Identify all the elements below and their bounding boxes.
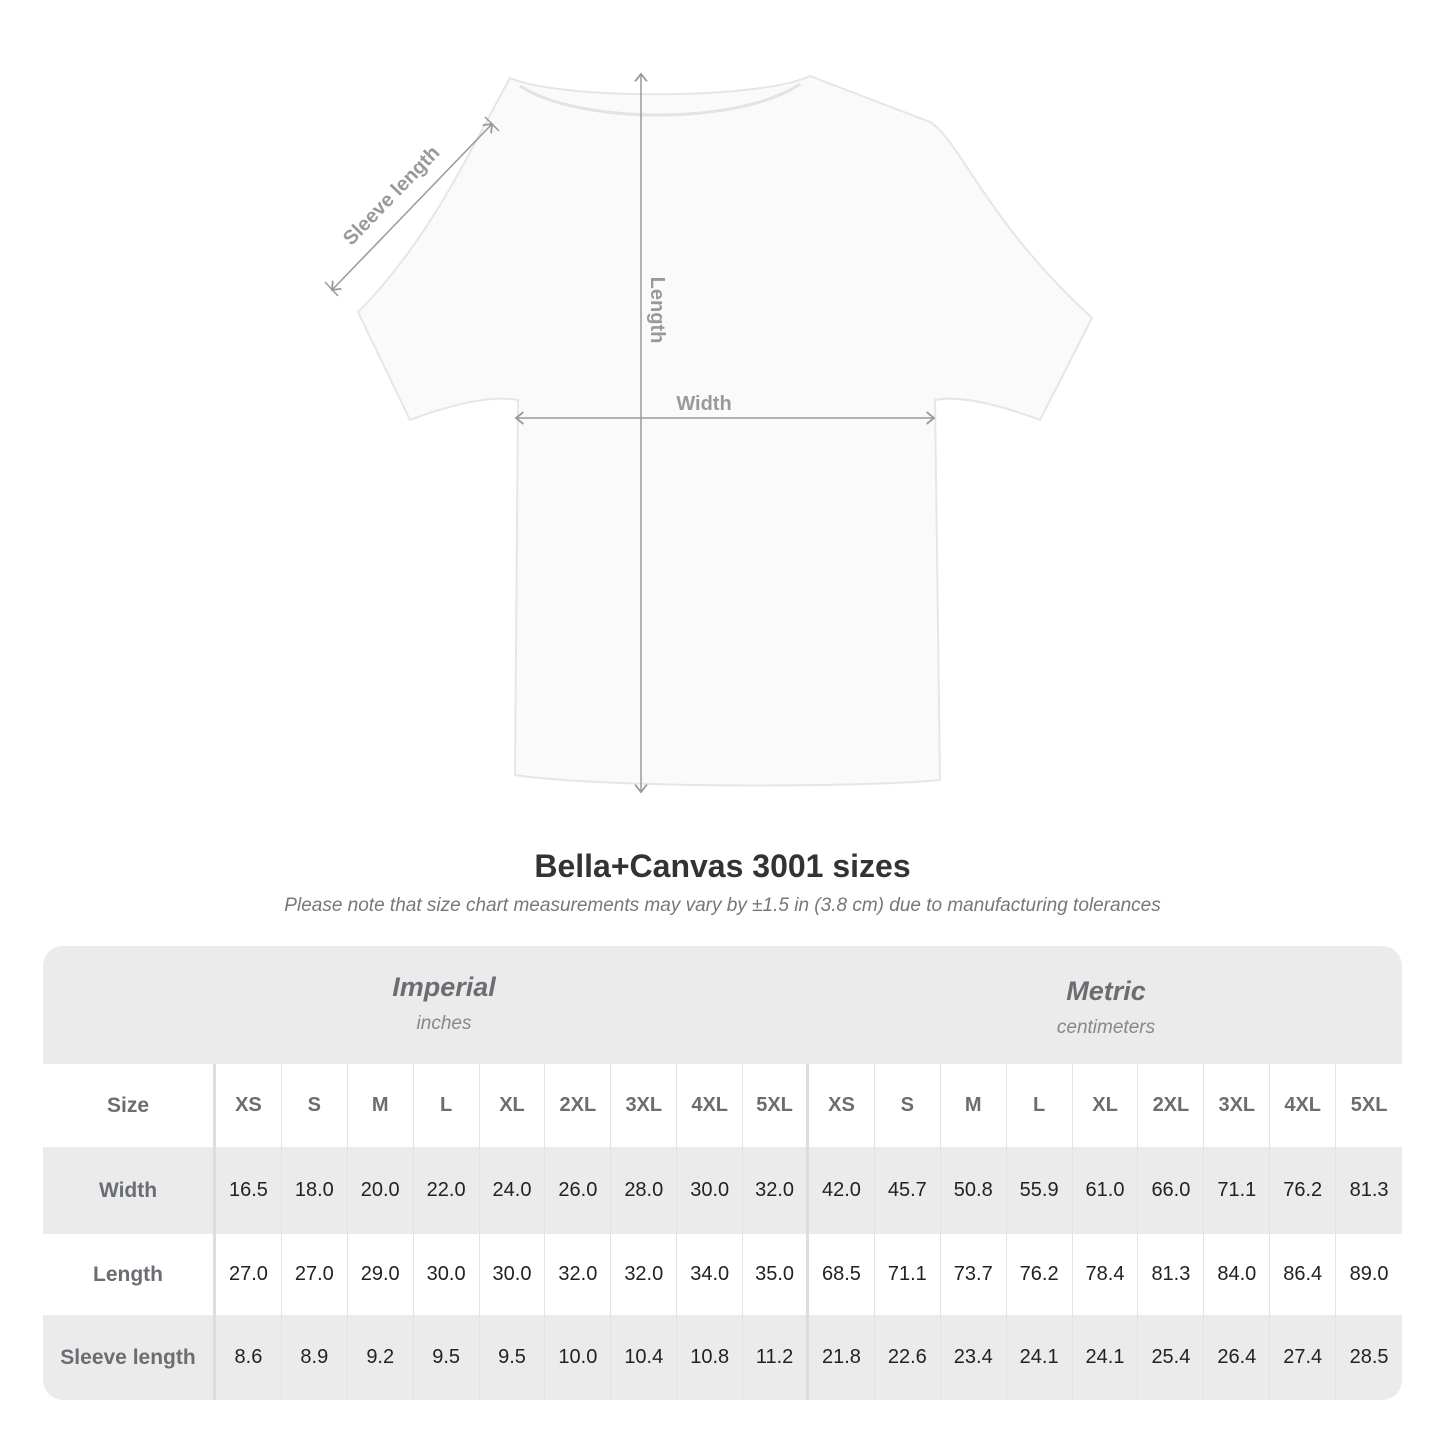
row-label: Size [43,1064,216,1147]
size-header-cell: 5XL [1350,1094,1388,1116]
imperial-header: Imperial inches [216,972,672,1035]
metric-value-cell: 22.6 [875,1315,941,1400]
imperial-value-cell: 8.6 [216,1315,282,1400]
size-header-cell: XS [809,1064,875,1147]
size-header-cell: 5XL [743,1064,810,1147]
row-label: Length [43,1234,216,1315]
metric-value-cell: 66.0 [1138,1147,1205,1234]
table-row: Sleeve length 8.6 8.9 9.2 9.5 9.5 10.0 10.4 10.8… [43,1315,1402,1400]
size-header-cell: XL [480,1064,546,1147]
imperial-value-cell: 11.2 [743,1315,810,1400]
imperial-value-cell: 8.9 [282,1315,348,1400]
metric-value-cell: 21.8 [809,1315,875,1400]
metric-value-cell: 24.1 [1073,1315,1139,1400]
tshirt-diagram: Sleeve length Length Width [324,0,1094,820]
imperial-value-cell: 30.0 [480,1234,546,1315]
imperial-value-cell: 28.0 [611,1147,678,1234]
imperial-value-cell: 32.0 [743,1147,810,1234]
metric-value-cell: 61.0 [1073,1147,1139,1234]
size-header-cell: L [1007,1064,1073,1147]
metric-value-cell: 27.4 [1270,1315,1337,1400]
metric-value-cell: 81.3 [1138,1234,1205,1315]
metric-value-cell: 89.0 [1349,1263,1389,1285]
size-header-cell: S [875,1064,941,1147]
imperial-value-cell: 9.5 [414,1315,480,1400]
metric-value-cell: 26.4 [1204,1315,1271,1400]
size-header-cell: S [282,1064,348,1147]
row-label: Width [43,1147,216,1234]
metric-value-cell: 28.5 [1349,1346,1389,1368]
metric-title: Metric [1066,976,1146,1006]
metric-value-cell: 25.4 [1138,1315,1205,1400]
table-header: Imperial inches Metric centimeters [43,946,1402,1064]
metric-header: Metric centimeters [810,976,1402,1039]
metric-value-cell: 50.8 [941,1147,1007,1234]
imperial-value-cell: 27.0 [216,1234,282,1315]
metric-unit: centimeters [1056,1017,1156,1038]
imperial-value-cell: 32.0 [545,1234,612,1315]
metric-value-cell: 86.4 [1270,1234,1337,1315]
row-label: Sleeve length [43,1315,216,1400]
metric-value-cell: 71.1 [875,1234,941,1315]
imperial-value-cell: 10.0 [545,1315,612,1400]
size-header-cell: XS [216,1064,282,1147]
tolerance-note: Please note that size chart measurements… [284,895,1161,916]
imperial-value-cell: 10.4 [611,1315,678,1400]
table-row: Width 16.5 18.0 20.0 22.0 24.0 26.0 28.0 30.0 32.… [43,1147,1402,1234]
size-header-cell: L [414,1064,480,1147]
imperial-value-cell: 24.0 [480,1147,546,1234]
imperial-value-cell: 27.0 [282,1234,348,1315]
metric-value-cell: 81.3 [1349,1179,1389,1201]
metric-value-cell: 73.7 [941,1234,1007,1315]
imperial-value-cell: 18.0 [282,1147,348,1234]
width-label: Width [676,393,731,415]
imperial-value-cell: 35.0 [743,1234,810,1315]
imperial-value-cell: 34.0 [677,1234,744,1315]
size-header-cell: 3XL [611,1064,678,1147]
imperial-value-cell: 26.0 [545,1147,612,1234]
sleeve-length-arrow [332,124,492,290]
size-header-cell: 2XL [1138,1064,1205,1147]
imperial-value-cell: 29.0 [348,1234,414,1315]
metric-value-cell: 84.0 [1204,1234,1271,1315]
imperial-value-cell: 30.0 [677,1147,744,1234]
size-header-cell: M [941,1064,1007,1147]
imperial-unit: inches [416,1013,472,1034]
metric-value-cell: 24.1 [1007,1315,1073,1400]
imperial-value-cell: 32.0 [611,1234,678,1315]
size-header-cell: XL [1073,1064,1139,1147]
metric-value-cell: 76.2 [1270,1147,1337,1234]
size-header-cell: 4XL [1270,1064,1337,1147]
metric-value-cell: 42.0 [809,1147,875,1234]
size-header-row: Size XS S M L XL 2XL 3XL 4XL 5XL XS S M L XL 2XL 3XL 4XL 5… [43,1064,1402,1147]
metric-value-cell: 76.2 [1007,1234,1073,1315]
length-label: Length [646,277,668,344]
metric-value-cell: 71.1 [1204,1147,1271,1234]
tshirt-shape [356,74,1094,787]
imperial-value-cell: 16.5 [216,1147,282,1234]
chart-title: Bella+Canvas 3001 sizes [534,848,911,884]
imperial-value-cell: 22.0 [414,1147,480,1234]
metric-value-cell: 23.4 [941,1315,1007,1400]
table-row: Length 27.0 27.0 29.0 30.0 30.0 32.0 32.0 34.0 35… [43,1234,1402,1315]
metric-value-cell: 78.4 [1073,1234,1139,1315]
imperial-value-cell: 9.5 [480,1315,546,1400]
imperial-value-cell: 10.8 [677,1315,744,1400]
size-header-cell: 3XL [1204,1064,1271,1147]
size-table: Imperial inches Metric centimeters Size X… [43,946,1402,1400]
metric-value-cell: 68.5 [809,1234,875,1315]
imperial-value-cell: 30.0 [414,1234,480,1315]
size-header-cell: 4XL [677,1064,744,1147]
size-header-cell: 2XL [545,1064,612,1147]
imperial-title: Imperial [392,972,496,1002]
metric-value-cell: 45.7 [875,1147,941,1234]
size-header-cell: M [348,1064,414,1147]
metric-value-cell: 55.9 [1007,1147,1073,1234]
imperial-value-cell: 9.2 [348,1315,414,1400]
imperial-value-cell: 20.0 [348,1147,414,1234]
